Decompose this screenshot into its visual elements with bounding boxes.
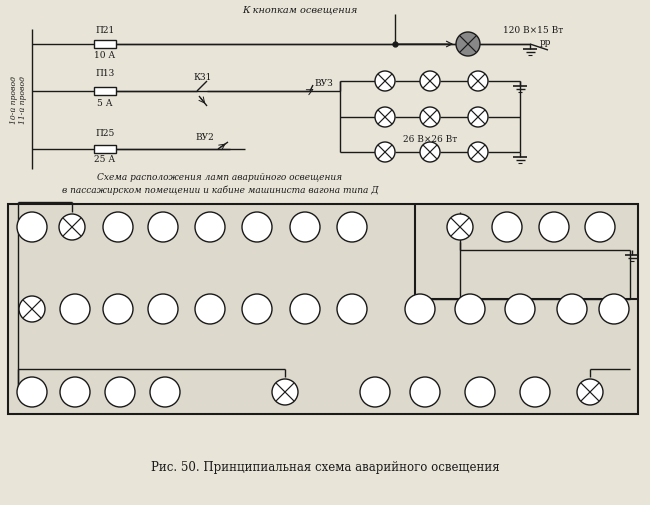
Bar [94, 41, 116, 49]
Circle shape [465, 377, 495, 407]
Text: рр: рр [540, 37, 551, 46]
Circle shape [148, 294, 178, 324]
Circle shape [103, 294, 133, 324]
Circle shape [242, 294, 272, 324]
Circle shape [420, 72, 440, 92]
Circle shape [539, 213, 569, 242]
Text: в пассажирском помещении и кабине машиниста вагона типа Д: в пассажирском помещении и кабине машини… [62, 185, 378, 194]
Circle shape [105, 377, 135, 407]
Text: К31: К31 [193, 72, 211, 81]
Text: ВУЗ: ВУЗ [314, 78, 333, 87]
Text: П21: П21 [96, 25, 114, 34]
Circle shape [468, 108, 488, 128]
Bar [94, 88, 116, 96]
Circle shape [19, 296, 45, 322]
Circle shape [195, 213, 225, 242]
Circle shape [455, 294, 485, 324]
Circle shape [577, 379, 603, 405]
Circle shape [375, 72, 395, 92]
Circle shape [447, 215, 473, 240]
Circle shape [420, 143, 440, 163]
Circle shape [599, 294, 629, 324]
Circle shape [505, 294, 535, 324]
Circle shape [337, 213, 367, 242]
Circle shape [375, 143, 395, 163]
Circle shape [59, 215, 85, 240]
Circle shape [410, 377, 440, 407]
Circle shape [272, 379, 298, 405]
Circle shape [468, 143, 488, 163]
Text: Схема расположения ламп аварийного освещения: Схема расположения ламп аварийного освещ… [98, 173, 343, 182]
Circle shape [290, 294, 320, 324]
Text: 120 В×15 Вт: 120 В×15 Вт [503, 25, 564, 34]
Circle shape [103, 213, 133, 242]
Text: 10 А: 10 А [94, 50, 116, 60]
Circle shape [557, 294, 587, 324]
Circle shape [420, 108, 440, 128]
Circle shape [375, 108, 395, 128]
Bar [8, 205, 638, 414]
Circle shape [520, 377, 550, 407]
Text: 25 А: 25 А [94, 155, 116, 164]
Circle shape [150, 377, 180, 407]
Text: К кнопкам освещения: К кнопкам освещения [242, 6, 358, 15]
Circle shape [195, 294, 225, 324]
Circle shape [148, 213, 178, 242]
Circle shape [242, 213, 272, 242]
Circle shape [17, 213, 47, 242]
Text: П13: П13 [96, 68, 114, 77]
Text: 10-й провод: 10-й провод [10, 76, 18, 124]
Circle shape [360, 377, 390, 407]
Circle shape [405, 294, 435, 324]
Bar [94, 146, 116, 154]
Text: П25: П25 [96, 128, 114, 137]
Text: 26 В×26 Вт: 26 В×26 Вт [403, 135, 457, 144]
Text: ВУ2: ВУ2 [196, 132, 215, 141]
Circle shape [468, 72, 488, 92]
Circle shape [456, 33, 480, 57]
Text: 5 А: 5 А [98, 98, 113, 107]
Circle shape [290, 213, 320, 242]
Circle shape [492, 213, 522, 242]
Text: Рис. 50. Принципиальная схема аварийного освещения: Рис. 50. Принципиальная схема аварийного… [151, 461, 499, 474]
Circle shape [60, 377, 90, 407]
Circle shape [60, 294, 90, 324]
Circle shape [585, 213, 615, 242]
Text: 11-й провод: 11-й провод [19, 76, 27, 124]
Circle shape [337, 294, 367, 324]
Circle shape [17, 377, 47, 407]
